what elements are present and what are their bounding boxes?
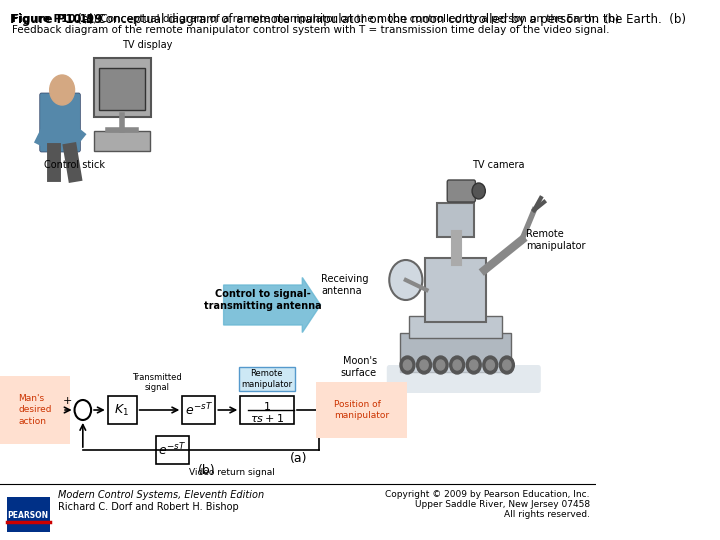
Text: Copyright © 2009 by Pearson Education, Inc.: Copyright © 2009 by Pearson Education, I… [385,490,590,499]
Circle shape [483,356,498,374]
FancyBboxPatch shape [94,131,150,151]
Circle shape [503,360,511,370]
Circle shape [472,183,485,199]
Text: TV display: TV display [122,40,172,50]
Text: Figure P10.19: Figure P10.19 [12,14,94,24]
Text: All rights reserved.: All rights reserved. [504,510,590,519]
Text: Richard C. Dorf and Robert H. Bishop: Richard C. Dorf and Robert H. Bishop [58,502,239,512]
FancyBboxPatch shape [182,396,215,424]
Circle shape [450,356,464,374]
FancyBboxPatch shape [240,396,294,424]
Circle shape [467,356,481,374]
FancyArrow shape [224,278,320,333]
Text: $e^{-sT}$: $e^{-sT}$ [158,442,186,458]
FancyBboxPatch shape [6,497,50,532]
FancyBboxPatch shape [387,365,541,393]
Text: (b): (b) [198,464,216,477]
Text: TV camera: TV camera [472,160,525,170]
Text: +: + [63,396,73,406]
Text: Remote
manipulator: Remote manipulator [526,229,585,251]
FancyBboxPatch shape [40,93,81,152]
FancyBboxPatch shape [437,203,474,237]
Text: Figure P10.19: Figure P10.19 [10,13,102,26]
Circle shape [50,75,75,105]
Text: Transmitted
signal: Transmitted signal [132,373,182,392]
Text: Feedback diagram of the remote manipulator control system with T = transmission : Feedback diagram of the remote manipulat… [12,25,610,35]
FancyBboxPatch shape [409,316,502,338]
FancyBboxPatch shape [239,367,295,391]
FancyBboxPatch shape [108,396,137,424]
Text: $\tau s + 1$: $\tau s + 1$ [250,412,284,424]
Text: Video return signal: Video return signal [189,468,275,477]
Text: Upper Saddle River, New Jersey 07458: Upper Saddle River, New Jersey 07458 [415,500,590,509]
FancyBboxPatch shape [156,436,189,464]
Circle shape [400,356,415,374]
Circle shape [469,360,478,370]
Text: Remote
manipulator: Remote manipulator [241,369,292,389]
FancyBboxPatch shape [99,68,145,110]
Circle shape [390,260,423,300]
FancyBboxPatch shape [425,258,486,322]
Text: Modern Control Systems, Eleventh Edition: Modern Control Systems, Eleventh Edition [58,490,264,500]
Circle shape [436,360,445,370]
Text: +: + [78,403,88,416]
Circle shape [75,400,91,420]
Text: PEARSON: PEARSON [8,510,49,519]
Text: Control to signal-
transmitting antenna: Control to signal- transmitting antenna [204,289,321,311]
FancyBboxPatch shape [400,333,511,372]
Text: Receiving
antenna: Receiving antenna [321,274,369,296]
Circle shape [486,360,495,370]
Text: Man's
desired
action: Man's desired action [18,394,52,426]
Circle shape [433,356,448,374]
Circle shape [417,356,431,374]
Text: Moon's
surface: Moon's surface [341,356,377,378]
Text: (a): (a) [289,452,307,465]
FancyBboxPatch shape [447,180,475,202]
Text: (a) Conceptual diagram of a remote manipulator on the moon controlled by a perso: (a) Conceptual diagram of a remote manip… [73,14,619,24]
FancyBboxPatch shape [94,58,150,117]
Circle shape [500,356,514,374]
Text: Position of
manipulator: Position of manipulator [334,400,389,420]
Text: $1$: $1$ [263,400,271,412]
Circle shape [420,360,428,370]
Circle shape [453,360,462,370]
Text: (a) Conceptual diagram of a remote manipulator on the moon controlled by a perso: (a) Conceptual diagram of a remote manip… [66,13,686,26]
Text: Figure P10.19   (a) Conceptual diagram of a remote manipulator on the moon contr: Figure P10.19 (a) Conceptual diagram of … [0,539,1,540]
Text: Control stick: Control stick [44,160,105,170]
Text: $K_1$: $K_1$ [114,402,129,417]
Text: $e^{-sT}$: $e^{-sT}$ [185,402,213,418]
Circle shape [403,360,412,370]
